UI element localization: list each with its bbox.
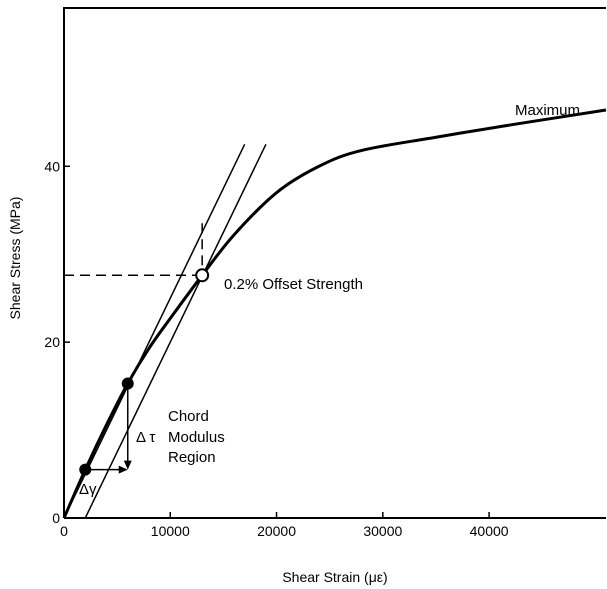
maximum-label: Maximum (515, 102, 580, 119)
x-axis-title: Shear Strain (με) (282, 569, 387, 585)
y-axis-title: Shear Stress (MPa) (7, 197, 23, 320)
y-tick-label: 20 (44, 334, 60, 350)
plot-markers (79, 268, 210, 476)
offset-line (84, 143, 267, 519)
x-tick-label: 0 (60, 523, 68, 539)
y-tick-label: 0 (52, 510, 60, 526)
delta-tau-arrowhead (123, 460, 132, 470)
chord-modulus-line (63, 143, 246, 519)
y-tick-label: 40 (44, 158, 60, 174)
plot-lines (62, 108, 607, 519)
x-tick-label: 10000 (151, 523, 190, 539)
tick-labels: 0 20 40 0 10000 20000 30000 40000 (44, 158, 508, 539)
x-tick-label: 40000 (470, 523, 509, 539)
stress-strain-curve (62, 108, 607, 519)
chord-point-marker (79, 463, 92, 476)
offset-strength-label: 0.2% Offset Strength (224, 276, 363, 293)
chord-point-marker (121, 377, 134, 390)
delta-gamma-label: Δγ (79, 481, 97, 498)
axis-frame-left-top (63, 7, 606, 518)
axes (63, 7, 606, 519)
x-tick-label: 30000 (363, 523, 402, 539)
delta-tau-label: Δ τ (136, 429, 155, 446)
delta-gamma-arrowhead (118, 465, 128, 474)
chord-modulus-region-line2: Modulus (168, 429, 225, 446)
offset-strength-marker (195, 268, 210, 283)
chord-modulus-region-line1: Chord (168, 408, 209, 425)
x-tick-label: 20000 (257, 523, 296, 539)
chord-modulus-region-line3: Region (168, 449, 216, 466)
